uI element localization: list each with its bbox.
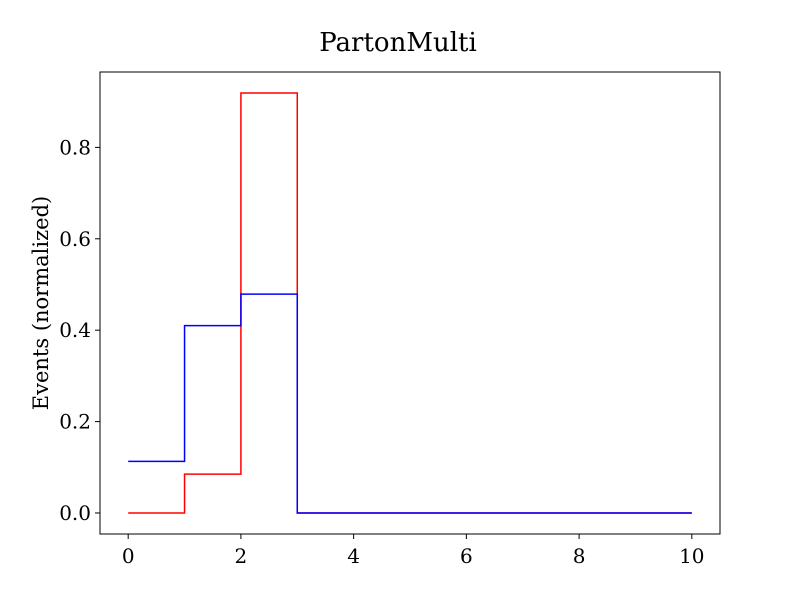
series-line-2 (128, 293, 692, 514)
series-line-1 (128, 92, 692, 514)
x-tick-label: 4 (347, 544, 360, 568)
y-tick-label: 0.6 (59, 227, 91, 251)
x-tick-label: 0 (122, 544, 135, 568)
x-axis: 0 2 4 6 8 10 (122, 534, 705, 568)
x-tick-label: 2 (235, 544, 248, 568)
y-axis: 0.0 0.2 0.4 0.6 0.8 (59, 135, 100, 525)
x-tick-label: 6 (460, 544, 473, 568)
y-axis-label: Events (normalized) (29, 196, 53, 410)
plot-frame (99, 71, 721, 535)
y-tick-label: 0.2 (59, 410, 91, 434)
series-layer (128, 92, 692, 514)
y-tick-label: 0.8 (59, 135, 91, 159)
y-tick-label: 0.4 (59, 318, 91, 342)
x-tick-label: 8 (573, 544, 586, 568)
x-tick-label: 10 (679, 544, 704, 568)
chart-title: PartonMulti (319, 28, 477, 58)
y-tick-label: 0.0 (59, 501, 91, 525)
